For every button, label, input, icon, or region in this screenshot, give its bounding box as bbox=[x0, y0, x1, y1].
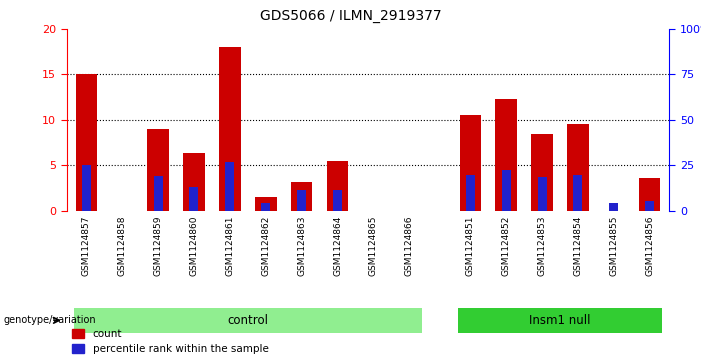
Text: GSM1124865: GSM1124865 bbox=[369, 215, 378, 276]
Text: GSM1124862: GSM1124862 bbox=[261, 215, 271, 276]
Bar bbox=[567, 124, 589, 211]
Bar bbox=[496, 99, 517, 211]
Bar bbox=[147, 129, 169, 211]
Bar bbox=[609, 203, 618, 211]
Bar bbox=[261, 203, 271, 211]
Bar bbox=[297, 189, 306, 211]
Text: GSM1124863: GSM1124863 bbox=[297, 215, 306, 276]
Bar bbox=[74, 308, 422, 333]
Bar bbox=[639, 178, 660, 211]
Bar bbox=[460, 115, 481, 211]
Bar bbox=[465, 175, 475, 211]
Text: GSM1124859: GSM1124859 bbox=[154, 215, 163, 276]
Text: Insm1 null: Insm1 null bbox=[529, 314, 591, 327]
Text: GSM1124860: GSM1124860 bbox=[189, 215, 198, 276]
Text: GSM1124861: GSM1124861 bbox=[225, 215, 234, 276]
Text: genotype/variation: genotype/variation bbox=[4, 315, 96, 325]
Bar bbox=[76, 74, 97, 211]
Bar bbox=[219, 47, 240, 211]
Bar bbox=[645, 200, 654, 211]
Text: control: control bbox=[227, 314, 268, 327]
Text: GSM1124852: GSM1124852 bbox=[502, 215, 511, 276]
Bar bbox=[327, 160, 348, 211]
Text: GSM1124854: GSM1124854 bbox=[573, 215, 583, 276]
Bar bbox=[154, 176, 163, 211]
Text: GSM1124866: GSM1124866 bbox=[404, 215, 414, 276]
Bar bbox=[82, 165, 91, 211]
Bar bbox=[291, 182, 313, 211]
Text: GSM1124864: GSM1124864 bbox=[333, 215, 342, 276]
Bar bbox=[502, 170, 510, 211]
Text: GSM1124858: GSM1124858 bbox=[118, 215, 127, 276]
Bar bbox=[531, 134, 553, 211]
Text: GSM1124853: GSM1124853 bbox=[538, 215, 547, 276]
Bar bbox=[573, 175, 583, 211]
Text: GSM1124855: GSM1124855 bbox=[609, 215, 618, 276]
Bar bbox=[458, 308, 662, 333]
Bar bbox=[538, 177, 547, 211]
Bar bbox=[183, 153, 205, 211]
Bar bbox=[255, 197, 276, 211]
Text: GSM1124856: GSM1124856 bbox=[645, 215, 654, 276]
Bar bbox=[226, 162, 234, 211]
Text: GDS5066 / ILMN_2919377: GDS5066 / ILMN_2919377 bbox=[259, 9, 442, 23]
Bar bbox=[333, 189, 342, 211]
Text: GSM1124851: GSM1124851 bbox=[465, 215, 475, 276]
Legend: count, percentile rank within the sample: count, percentile rank within the sample bbox=[72, 329, 268, 354]
Bar bbox=[189, 187, 198, 211]
Text: GSM1124857: GSM1124857 bbox=[82, 215, 91, 276]
